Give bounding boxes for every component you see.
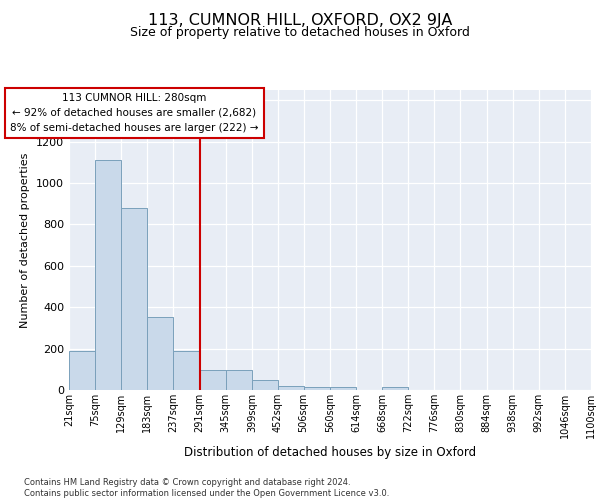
- Bar: [148, 316, 173, 390]
- Text: Size of property relative to detached houses in Oxford: Size of property relative to detached ho…: [130, 26, 470, 39]
- Bar: [200, 370, 226, 390]
- Bar: [330, 387, 356, 390]
- Text: 113, CUMNOR HILL, OXFORD, OX2 9JA: 113, CUMNOR HILL, OXFORD, OX2 9JA: [148, 12, 452, 28]
- Bar: [278, 386, 304, 390]
- X-axis label: Distribution of detached houses by size in Oxford: Distribution of detached houses by size …: [184, 446, 476, 460]
- Bar: [121, 208, 148, 390]
- Bar: [173, 350, 200, 390]
- Bar: [226, 370, 252, 390]
- Y-axis label: Number of detached properties: Number of detached properties: [20, 152, 31, 328]
- Bar: [69, 350, 95, 390]
- Bar: [95, 160, 121, 390]
- Text: Contains HM Land Registry data © Crown copyright and database right 2024.
Contai: Contains HM Land Registry data © Crown c…: [24, 478, 389, 498]
- Text: 113 CUMNOR HILL: 280sqm
← 92% of detached houses are smaller (2,682)
8% of semi-: 113 CUMNOR HILL: 280sqm ← 92% of detache…: [10, 93, 259, 132]
- Bar: [252, 380, 278, 390]
- Bar: [304, 387, 330, 390]
- Bar: [382, 387, 408, 390]
